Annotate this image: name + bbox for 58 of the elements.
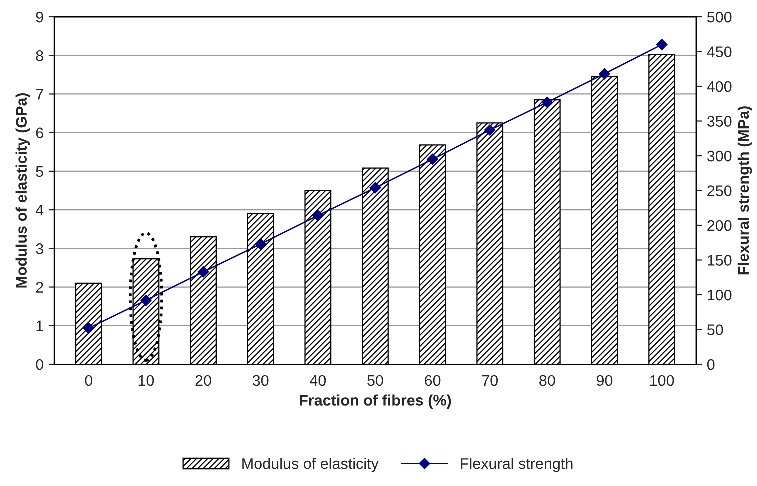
- point: [83, 322, 94, 334]
- x-tick-label: 60: [425, 375, 441, 386]
- x-tick-label: 90: [596, 375, 613, 386]
- y2-tick-label: 0: [707, 359, 715, 370]
- y2-tick-label: 450: [707, 46, 732, 58]
- y2-tick-label: 350: [707, 116, 732, 127]
- point: [255, 238, 266, 250]
- y2-tick-label: 100: [708, 290, 732, 301]
- y-tick-label: 9: [36, 12, 44, 23]
- y2-axis-title: Flexural strength (MPa): [738, 106, 752, 275]
- bar: [190, 236, 217, 364]
- bar: [75, 282, 102, 364]
- point: [484, 124, 496, 136]
- y-axis-title: Modulus of elasticity (GPa): [16, 93, 30, 288]
- y2-tick-label: 200: [708, 220, 732, 232]
- y-tick-label: 2: [36, 282, 44, 293]
- y2-tick-label: 150: [708, 255, 732, 266]
- y-tick-label: 7: [36, 89, 44, 100]
- x-tick-label: 30: [252, 375, 269, 386]
- y-tick-label: 8: [36, 50, 44, 62]
- y-tick-label: 5: [36, 166, 44, 178]
- x-tick-label: 70: [482, 375, 498, 386]
- bar: [247, 213, 274, 364]
- y2-tick-label: 300: [707, 150, 732, 162]
- x-tick-label: 0: [85, 375, 93, 386]
- point: [370, 182, 382, 194]
- point: [656, 39, 668, 50]
- bar: [362, 168, 389, 364]
- point: [312, 210, 324, 222]
- bar: [476, 122, 504, 364]
- point: [427, 154, 438, 166]
- y-tick-label: 4: [36, 205, 44, 216]
- point: [542, 96, 554, 108]
- x-tick-label: 50: [368, 375, 384, 386]
- y2-tick-label: 250: [708, 186, 732, 196]
- x-tick-label: 40: [310, 375, 326, 386]
- legend-label: Flexural strength: [461, 458, 573, 472]
- bar: [591, 76, 618, 364]
- y-tick-label: 6: [36, 128, 44, 139]
- x-tick-label: 100: [650, 375, 674, 386]
- y-tick-label: 0: [36, 359, 44, 370]
- point: [198, 266, 210, 278]
- bar: [304, 190, 332, 364]
- bar: [534, 99, 561, 364]
- y-tick-label: 3: [36, 244, 44, 254]
- y2-tick-label: 50: [707, 324, 724, 336]
- x-tick-label: 80: [540, 375, 556, 386]
- x-tick-label: 10: [138, 375, 154, 386]
- y2-tick-label: 400: [707, 81, 732, 92]
- legend-label: Modulus of elasticity: [242, 458, 379, 472]
- bar: [419, 144, 446, 364]
- y2-tick-label: 500: [707, 12, 732, 23]
- point: [140, 294, 152, 306]
- point: [599, 68, 610, 80]
- y-tick-label: 1: [36, 320, 44, 332]
- bar: [648, 54, 676, 364]
- x-axis-title: Fraction of fibres (%): [300, 394, 452, 409]
- x-tick-label: 20: [196, 375, 212, 386]
